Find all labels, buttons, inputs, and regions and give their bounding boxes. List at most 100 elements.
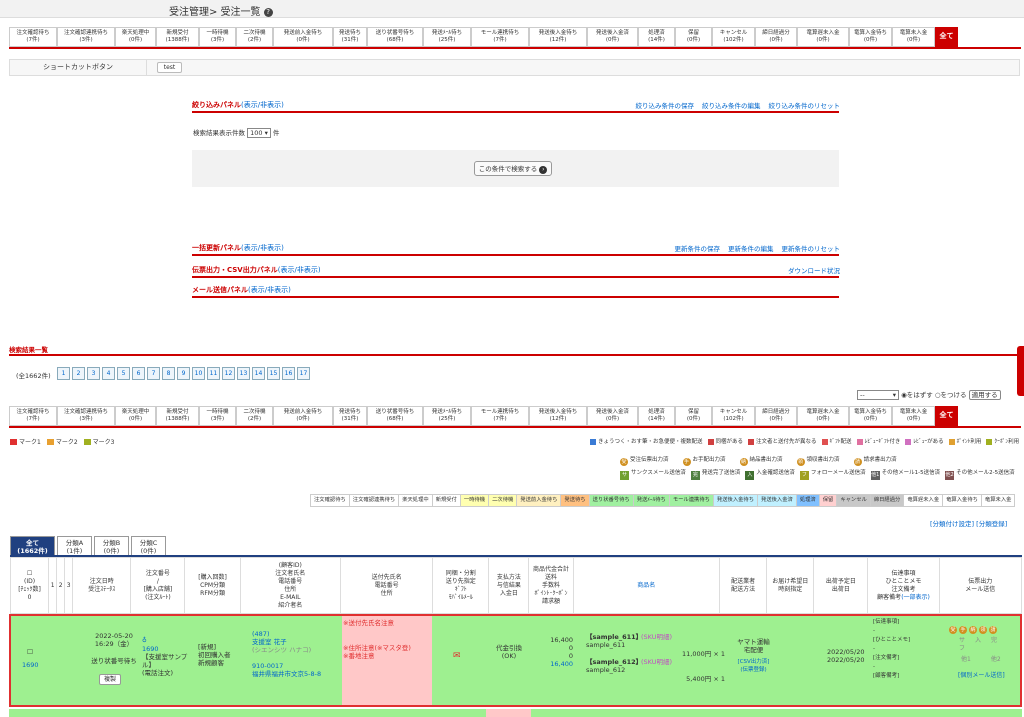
bulk-edit-link[interactable]: 更新条件の編集 [728,245,774,253]
status-tab[interactable]: 楽天処理中 (0件) [115,406,156,426]
filter-panel-title[interactable]: 絞り込みパネル(表示/非表示) [192,101,284,109]
status-tab[interactable]: 注文確認連携待ち (3件) [57,27,115,47]
select-all-checkbox[interactable]: ☐ [26,569,33,577]
mail-panel-title[interactable]: メール送信パネル(表示/非表示) [192,286,291,294]
page-link[interactable]: 6 [132,367,145,380]
status-tab[interactable]: 処理済 (14件) [638,406,675,426]
status-tab[interactable]: 一時待機 (3件) [199,27,236,47]
status-tab[interactable]: 竜算遅未入金 (0件) [797,406,849,426]
customer-name[interactable]: 支援室 花子 [252,638,287,646]
copy-button[interactable]: 複製 [99,674,121,685]
group-tab[interactable]: 全て (1662件) [10,536,55,556]
item-2-sku[interactable]: (SKU明細) [641,658,673,666]
status-tab[interactable]: 竜算入金待ち (0件) [849,27,892,47]
page-link[interactable]: 17 [297,367,310,380]
page-link[interactable]: 15 [267,367,280,380]
bulk-panel-toggle[interactable]: (表示/非表示) [241,244,284,252]
status-tab[interactable]: モール連携待ち (7件) [471,406,529,426]
apply-button[interactable]: 適用する [968,390,1001,400]
status-tab[interactable]: 発送後入金済 (0件) [587,27,638,47]
page-link[interactable]: 2 [72,367,85,380]
filter-edit-link[interactable]: 絞り込み条件の編集 [702,102,761,110]
group-tab[interactable]: 分類C (0件) [131,536,166,556]
page-link[interactable]: 10 [192,367,205,380]
status-tab[interactable]: 一時待機 (3件) [199,406,236,426]
mark-radio[interactable]: ○ [934,391,941,399]
status-tab[interactable]: モール連携待ち (7件) [471,27,529,47]
item-1-name[interactable]: 【sample_611】 [586,633,643,641]
row-checkbox[interactable]: ☐ [27,648,33,656]
status-tab[interactable]: 竜算遅未入金 (0件) [797,27,849,47]
status-tab[interactable]: 注文確認待ち (7件) [9,406,57,426]
status-tab[interactable]: 保留 (0件) [675,406,712,426]
item-1-sku[interactable]: (SKU明細) [641,633,673,641]
status-tab[interactable]: 竜算入金待ち (0件) [849,406,892,426]
mark-select[interactable]: -- ▾ [857,390,899,400]
filter-reset-link[interactable]: 絞り込み条件のリセット [768,102,841,110]
result-count-select[interactable]: 100 ▾ [247,128,271,138]
order-id[interactable]: 1690 [22,661,39,669]
shortcut-test-button[interactable]: test [157,62,182,73]
status-tab[interactable]: 二次待機 (2件) [236,406,273,426]
filter-panel-toggle[interactable]: (表示/非表示) [241,101,284,109]
status-tab[interactable]: 発送後入金済 (0件) [587,406,638,426]
status-tab[interactable]: 二次待機 (2件) [236,27,273,47]
page-link[interactable]: 13 [237,367,250,380]
page-link[interactable]: 5 [117,367,130,380]
table-row[interactable]: ☐ 1690 2022-05-20 16:29（金） 送り状番号待ち 複製 ♁ … [9,614,1022,707]
item-2-name[interactable]: 【sample_612】 [586,658,643,666]
customer-id[interactable]: (487) [252,630,270,638]
page-link[interactable]: 9 [177,367,190,380]
status-tab[interactable]: 発送待ち (31件) [333,27,367,47]
individual-mail-link[interactable]: [個別メール送信] [958,672,1005,679]
page-link[interactable]: 7 [147,367,160,380]
group-register-link[interactable]: [分類登録] [976,520,1008,528]
page-link[interactable]: 12 [222,367,235,380]
help-icon[interactable]: ? [263,8,273,17]
bulk-save-link[interactable]: 更新条件の保存 [674,245,721,253]
status-tab[interactable]: 発送待ち (31件) [333,406,367,426]
status-tab[interactable]: 注文確認連携待ち (3件) [57,406,115,426]
page-link[interactable]: 16 [282,367,295,380]
carrier-status[interactable]: [CSV出力済] (伝票登録) [737,659,770,673]
status-tab-all[interactable]: 全て [935,406,958,426]
page-link[interactable]: 4 [102,367,115,380]
bulk-panel-title[interactable]: 一括更新パネル(表示/非表示) [192,244,284,252]
status-tab[interactable]: 新規受付 (1388件) [156,406,199,426]
status-tab[interactable]: 竜算未入金 (0件) [892,27,935,47]
unmark-radio[interactable]: ◉ [901,391,907,399]
status-tab[interactable]: 処理済 (14件) [638,27,675,47]
status-tab[interactable]: 保留 (0件) [675,27,712,47]
status-tab[interactable]: 注文確認待ち (7件) [9,27,57,47]
filter-save-link[interactable]: 絞り込み条件の保存 [635,102,695,110]
status-tab[interactable]: 発送前入金待ち (0件) [273,27,333,47]
status-tab[interactable]: 送り状番号待ち (68件) [367,406,423,426]
status-tab[interactable]: キャンセル (102件) [712,406,755,426]
download-status-link[interactable]: ダウンロード状況 [788,267,840,275]
page-link[interactable]: 3 [87,367,100,380]
side-tab[interactable] [1017,346,1024,396]
status-tab[interactable]: 発送ﾒｰﾙ待ち (25件) [423,27,471,47]
page-link[interactable]: 1 [57,367,70,380]
status-tab[interactable]: 締日経過分 (0件) [755,406,797,426]
status-tab[interactable]: キャンセル (102件) [712,27,755,47]
page-link[interactable]: 8 [162,367,175,380]
csv-panel-toggle[interactable]: (表示/非表示) [277,266,321,274]
status-tab-all[interactable]: 全て [935,27,958,47]
status-tab[interactable]: 送り状番号待ち (68件) [367,27,423,47]
status-tab[interactable]: 竜算未入金 (0件) [892,406,935,426]
group-tab[interactable]: 分類A (1件) [57,536,92,556]
page-link[interactable]: 11 [207,367,220,380]
status-tab[interactable]: 発送前入金待ち (0件) [273,406,333,426]
customer-note-link[interactable]: (一部表示) [901,593,930,601]
csv-panel-title[interactable]: 伝票出力・CSV出力パネル(表示/非表示) [192,266,321,274]
group-setting-link[interactable]: [分類付け設定] [930,520,975,528]
page-link[interactable]: 14 [252,367,265,380]
status-tab[interactable]: 新規受付 (1388件) [156,27,199,47]
order-number[interactable]: 1690 [142,645,159,653]
status-tab[interactable]: 締日経過分 (0件) [755,27,797,47]
bulk-reset-link[interactable]: 更新条件のリセット [781,245,841,253]
status-tab[interactable]: 発送後入金待ち (12件) [529,406,587,426]
group-tab[interactable]: 分類B (0件) [94,536,129,556]
status-tab[interactable]: 楽天処理中 (0件) [115,27,156,47]
